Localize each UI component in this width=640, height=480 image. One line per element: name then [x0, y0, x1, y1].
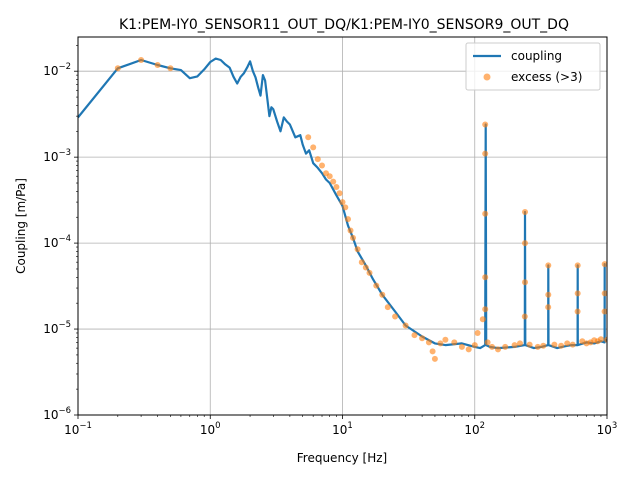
excess-point: [489, 343, 495, 350]
excess-point: [350, 234, 356, 241]
excess-point: [482, 306, 489, 313]
excess-point: [601, 290, 607, 297]
excess-point: [604, 336, 607, 343]
excess-point: [495, 346, 501, 353]
excess-point: [305, 134, 312, 141]
excess-point: [521, 313, 528, 320]
excess-point: [425, 339, 432, 346]
excess-point: [522, 240, 528, 247]
excess-point: [574, 262, 581, 269]
excess-point: [336, 190, 343, 197]
excess-point: [345, 216, 351, 223]
excess-point: [429, 348, 436, 355]
excess-point: [522, 209, 528, 215]
x-tick-label: 102: [464, 421, 485, 437]
excess-point: [326, 173, 333, 180]
excess-point: [167, 65, 174, 72]
excess-point: [502, 343, 509, 350]
excess-point: [482, 210, 489, 217]
excess-point: [574, 290, 581, 297]
excess-point: [479, 316, 486, 323]
excess-point: [384, 304, 391, 311]
excess-point: [601, 308, 607, 315]
excess-point: [354, 246, 361, 253]
excess-point: [411, 332, 418, 339]
excess-point: [379, 291, 386, 298]
excess-point: [392, 313, 399, 320]
excess-point: [511, 342, 518, 349]
x-tick-label: 10−1: [64, 421, 92, 437]
excess-point: [342, 204, 349, 211]
excess-point: [482, 121, 489, 128]
excess-point: [314, 156, 321, 163]
excess-point: [347, 227, 354, 234]
excess-point: [310, 144, 317, 151]
excess-point: [484, 339, 491, 346]
excess-point: [330, 178, 337, 185]
excess-point: [373, 282, 380, 289]
chart-title: K1:PEM-IY0_SENSOR11_OUT_DQ/K1:PEM-IY0_SE…: [119, 17, 569, 33]
excess-point: [522, 279, 528, 286]
grid: [77, 37, 608, 416]
y-tick-label: 10−4: [43, 234, 71, 250]
excess-point: [601, 261, 607, 268]
x-tick-label: 103: [597, 421, 618, 437]
y-tick-label: 10−2: [43, 62, 71, 78]
plot-area: [78, 57, 607, 362]
excess-point: [362, 264, 369, 271]
excess-point: [564, 340, 571, 347]
excess-point: [465, 346, 472, 353]
excess-point: [154, 62, 161, 68]
excess-point: [569, 341, 576, 348]
excess-point: [419, 335, 426, 342]
excess-point: [540, 342, 547, 349]
excess-point: [482, 150, 489, 157]
legend-excess-swatch: [483, 73, 491, 81]
excess-point: [319, 162, 325, 169]
y-tick-label: 10−6: [43, 406, 71, 422]
x-tick-label: 100: [200, 421, 221, 437]
excess-point: [551, 341, 558, 348]
excess-point: [471, 342, 478, 349]
excess-point: [534, 343, 541, 350]
excess-point: [138, 57, 145, 63]
excess-point: [437, 340, 444, 347]
excess-point: [597, 336, 604, 343]
x-axis-label: Frequency [Hz]: [297, 451, 388, 465]
excess-point: [517, 340, 523, 347]
excess-point: [545, 291, 552, 298]
excess-point: [358, 259, 365, 266]
excess-point: [482, 274, 489, 281]
excess-point: [545, 262, 552, 269]
ticks: 10−1 100 101 102 103 10−6 10−5 10−4 10−3 10−2: [43, 45, 617, 437]
legend-excess-label: excess (>3): [511, 70, 582, 84]
excess-point: [431, 355, 438, 362]
legend-coupling-label: coupling: [511, 49, 562, 63]
excess-point: [442, 336, 449, 343]
excess-point: [458, 343, 465, 350]
excess-point: [366, 269, 373, 276]
y-tick-label: 10−3: [43, 148, 71, 164]
excess-point: [451, 339, 458, 346]
y-axis-label: Coupling [m/Pa]: [14, 178, 28, 274]
legend-box: [465, 42, 601, 91]
x-tick-label: 101: [332, 421, 353, 437]
excess-point: [526, 341, 533, 348]
excess-point: [339, 199, 346, 206]
excess-point: [545, 304, 552, 311]
excess-point: [402, 322, 409, 329]
excess-point: [114, 65, 121, 72]
legend: coupling excess (>3): [465, 42, 601, 91]
excess-point: [574, 308, 581, 315]
y-tick-label: 10−5: [43, 320, 71, 336]
excess-point: [474, 330, 481, 336]
excess-point: [558, 342, 565, 349]
excess-point: [333, 184, 340, 190]
